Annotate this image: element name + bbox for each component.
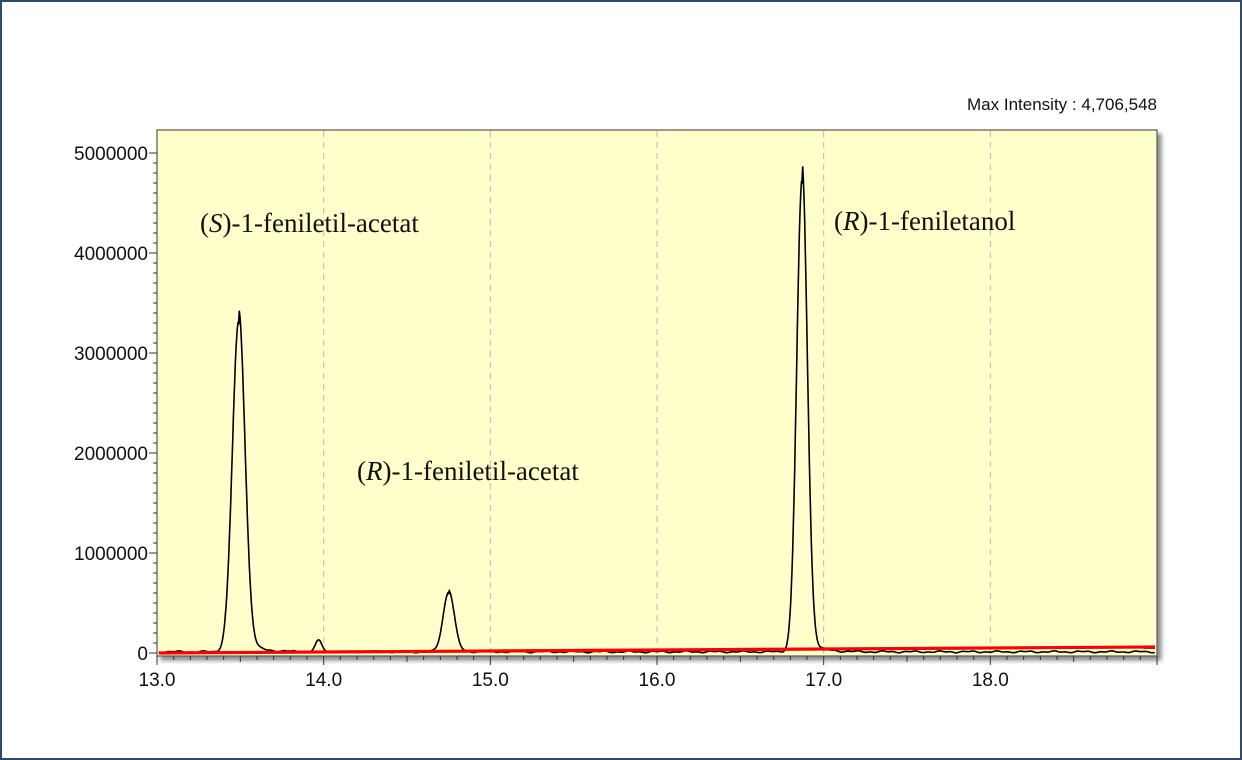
- baseline: [158, 645, 1156, 655]
- peak-label-s-feniletil-acetat: (S)-1-feniletil-acetat: [200, 208, 419, 238]
- x-tick-label-15.0: 15.0: [472, 670, 509, 691]
- peak-label-r-feniletil-acetat: (R)-1-feniletil-acetat: [357, 456, 579, 486]
- peak-apex-2: [800, 180, 804, 184]
- chromatogram-series: [158, 166, 1156, 655]
- plot-area: [156, 129, 1158, 657]
- x-tick-label-13.0: 13.0: [139, 670, 176, 691]
- x-tick-label-14.0: 14.0: [305, 670, 342, 691]
- y-tick-label-0: 0: [137, 644, 148, 665]
- x-tick-label-17.0: 17.0: [805, 670, 842, 691]
- peak-label-r-feniletanol: (R)-1-feniletanol: [834, 206, 1015, 236]
- y-axis: 0 1000000 2000000 3000000 4000000 5000000: [74, 144, 157, 665]
- y-tick-label-1000000: 1000000: [74, 544, 148, 565]
- peak-apex-0: [237, 321, 241, 325]
- y-tick-label-4000000: 4000000: [74, 244, 148, 265]
- x-tick-label-18.0: 18.0: [972, 670, 1009, 691]
- x-axis: 13.0 14.0 15.0 16.0 17.0 18.0: [139, 656, 1158, 691]
- peak-apex-1: [447, 591, 451, 595]
- y-tick-label-3000000: 3000000: [74, 344, 148, 365]
- y-tick-label-5000000: 5000000: [74, 144, 148, 165]
- y-tick-label-2000000: 2000000: [74, 444, 148, 465]
- x-tick-label-16.0: 16.0: [639, 670, 676, 691]
- max-intensity-label: Max Intensity : 4,706,548: [967, 95, 1157, 114]
